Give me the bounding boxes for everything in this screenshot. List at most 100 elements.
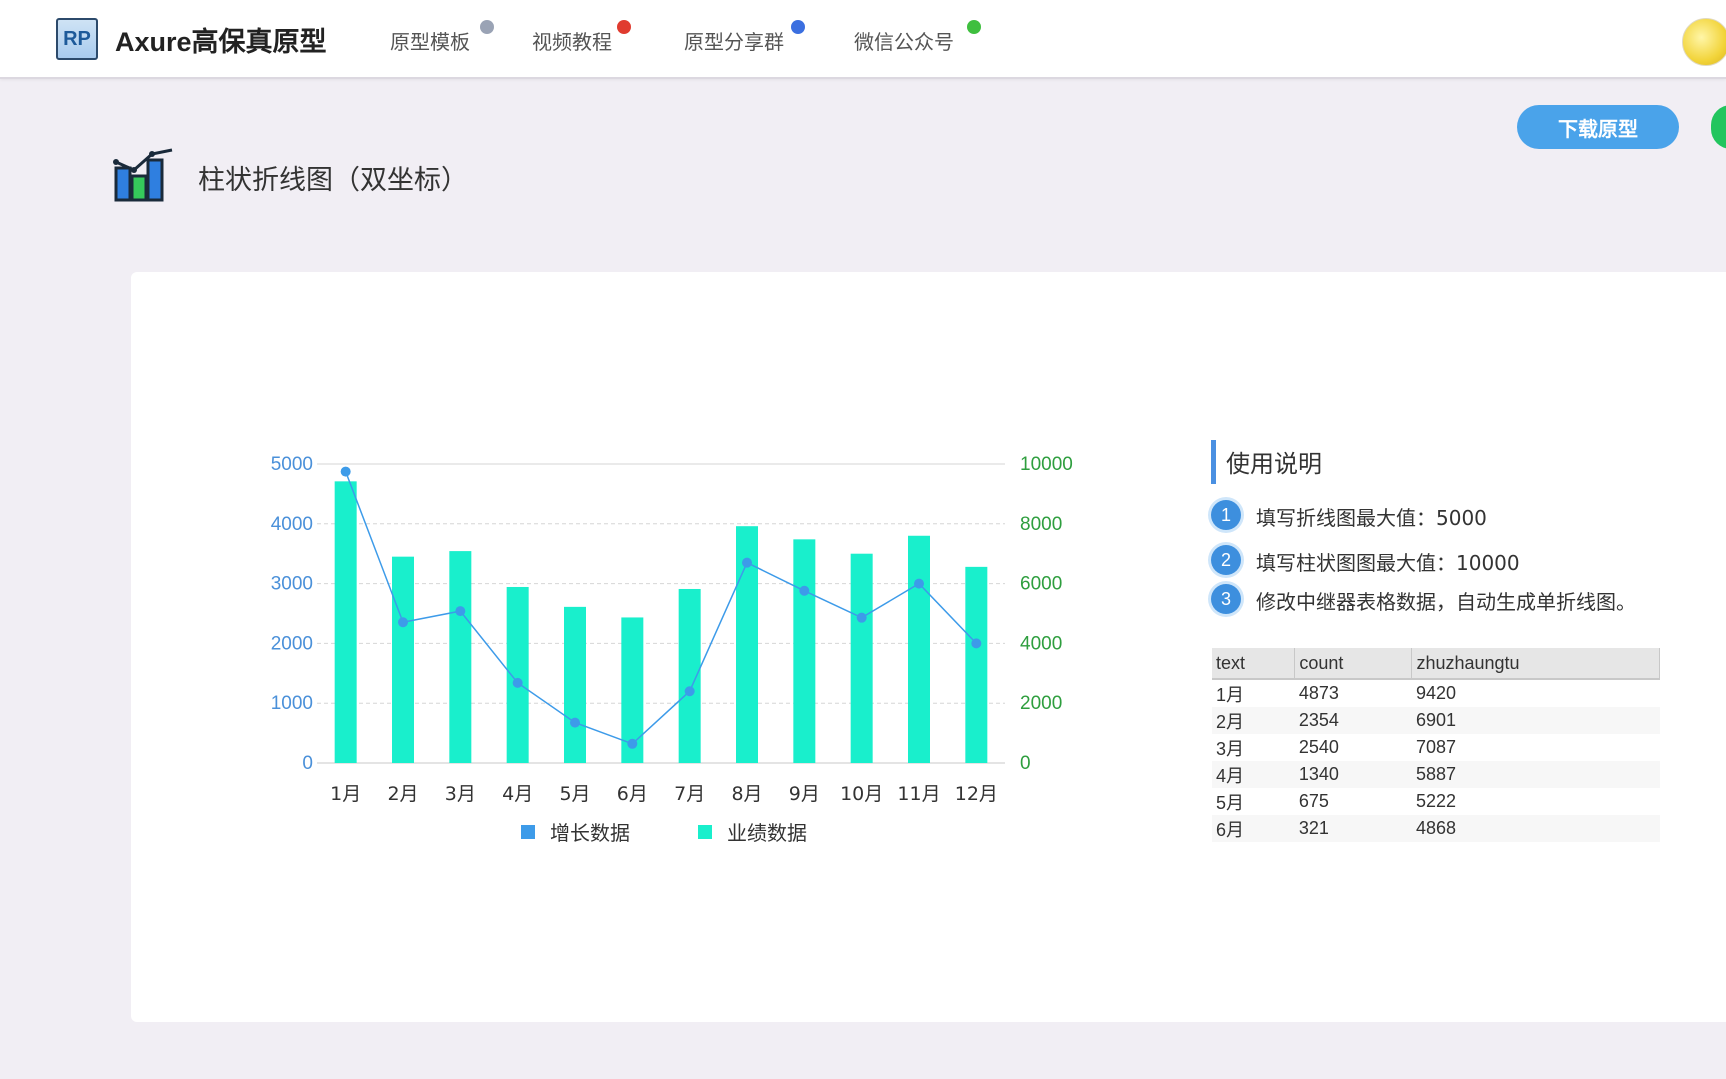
table-row[interactable]: 1月 4873 9420	[1212, 679, 1660, 707]
bar	[621, 617, 644, 763]
y-left-tick-label: 1000	[271, 693, 313, 714]
bar-line-chart-icon	[113, 148, 173, 202]
step-text: 填写折线图最大值：5000	[1256, 506, 1487, 530]
table-row[interactable]: 4月 1340 5887	[1212, 761, 1660, 788]
repeater-data-table[interactable]: text count zhuzhaungtu 1月 4873 9420 2月 2…	[1212, 648, 1660, 842]
x-tick-label: 5月	[559, 783, 590, 805]
table-cell[interactable]: 1340	[1294, 761, 1412, 788]
user-avatar[interactable]	[1682, 18, 1726, 66]
ghost-icon	[480, 20, 494, 34]
y-right-tick-label: 6000	[1020, 574, 1062, 595]
table-cell[interactable]: 5887	[1411, 761, 1660, 788]
table-cell[interactable]: 321	[1294, 815, 1412, 842]
table-cell[interactable]: 6901	[1411, 707, 1660, 734]
bar	[965, 566, 988, 763]
x-tick-label: 3月	[445, 783, 476, 805]
x-tick-label: 1月	[330, 783, 361, 805]
x-tick-label: 2月	[387, 783, 418, 805]
y-right-tick-label: 2000	[1020, 693, 1062, 714]
nav-label: 原型模板	[390, 30, 470, 54]
bar	[334, 481, 357, 763]
x-tick-label: 4月	[502, 783, 533, 805]
table-cell[interactable]: 2354	[1294, 707, 1412, 734]
table-cell[interactable]: 4月	[1212, 761, 1295, 788]
bar	[678, 588, 701, 763]
line-point	[512, 677, 523, 688]
y-right-tick-label: 8000	[1020, 514, 1062, 535]
y-left-tick-label: 5000	[271, 454, 313, 475]
app-title[interactable]: Axure高保真原型	[115, 27, 327, 57]
x-tick-label: 12月	[955, 783, 998, 805]
table-row[interactable]: 2月 2354 6901	[1212, 707, 1660, 734]
rp-logo[interactable]: RP	[56, 18, 98, 60]
step-text: 填写柱状图图最大值：10000	[1256, 551, 1520, 575]
nav-item-video-tutorials[interactable]: 视频教程	[532, 20, 631, 55]
line-point	[856, 612, 867, 623]
x-tick-label: 7月	[674, 783, 705, 805]
y-left-tick-label: 4000	[271, 514, 313, 535]
usage-title: 使用说明	[1226, 450, 1322, 478]
table-cell[interactable]: 3月	[1216, 738, 1245, 759]
bar	[564, 606, 586, 763]
bar	[392, 556, 414, 763]
y-left-tick-label: 3000	[271, 574, 313, 595]
line-point	[627, 738, 638, 749]
bar	[506, 586, 529, 763]
table-cell[interactable]: 1月	[1216, 684, 1245, 705]
y-left-tick-label: 0	[302, 753, 313, 774]
y-right-tick-label: 0	[1020, 753, 1031, 774]
nav-label: 视频教程	[532, 30, 612, 54]
step-number-badge: 2	[1211, 545, 1241, 575]
table-cell[interactable]: 6月	[1212, 815, 1295, 842]
bar	[793, 539, 816, 763]
y-left-tick-label: 2000	[271, 633, 313, 654]
column-header-zhuzhaungtu[interactable]: zhuzhaungtu	[1411, 648, 1660, 680]
column-header-count[interactable]: count	[1294, 648, 1413, 680]
green-action-button[interactable]	[1711, 105, 1726, 149]
y-right-tick-label: 4000	[1020, 633, 1062, 654]
y-right-tick-label: 10000	[1020, 454, 1073, 475]
line-series	[344, 471, 977, 745]
step-number-badge: 3	[1211, 584, 1241, 614]
usage-title-accent	[1211, 440, 1216, 484]
table-cell[interactable]: 2540	[1298, 737, 1339, 757]
nav-label: 原型分享群	[684, 30, 784, 54]
table-row[interactable]: 3月 2540 7087	[1212, 734, 1660, 761]
nav-item-wechat-account[interactable]: 微信公众号	[854, 20, 981, 55]
wechat-icon	[967, 20, 981, 34]
x-tick-label: 9月	[789, 783, 820, 805]
line-point	[971, 638, 982, 649]
table-cell[interactable]: 9420	[1415, 683, 1456, 703]
x-tick-label: 10月	[840, 783, 883, 805]
nav-item-prototype-templates[interactable]: 原型模板	[390, 20, 494, 55]
x-tick-label: 11月	[897, 783, 940, 805]
legend-swatch-line	[521, 825, 535, 839]
table-cell[interactable]: 4868	[1411, 815, 1660, 842]
table-cell[interactable]: 4873	[1298, 683, 1339, 703]
bar	[449, 551, 472, 763]
line-point	[455, 606, 466, 617]
bar	[736, 526, 758, 763]
table-cell[interactable]: 2月	[1212, 707, 1295, 734]
bar	[908, 535, 930, 763]
table-cell[interactable]: 5月	[1216, 792, 1245, 813]
line-point	[742, 557, 752, 568]
nav-label: 微信公众号	[854, 30, 954, 54]
line-point	[914, 578, 924, 589]
table-cell[interactable]: 5222	[1415, 791, 1456, 811]
download-prototype-button[interactable]: 下载原型	[1517, 105, 1679, 149]
table-cell[interactable]: 7087	[1415, 737, 1456, 757]
x-tick-label: 8月	[731, 783, 762, 805]
top-navigation-bar: RP Axure高保真原型 原型模板 视频教程 原型分享群 微信公众号	[0, 0, 1726, 79]
nav-item-prototype-share-group[interactable]: 原型分享群	[684, 20, 805, 55]
line-point	[799, 585, 810, 596]
legend-label: 增长数据	[550, 821, 630, 845]
table-header-row: text count zhuzhaungtu	[1212, 648, 1660, 680]
table-cell[interactable]: 675	[1298, 791, 1329, 811]
table-row[interactable]: 6月 321 4868	[1212, 815, 1660, 842]
paper-plane-icon	[791, 20, 805, 34]
bar	[850, 553, 873, 763]
table-row[interactable]: 5月 675 5222	[1212, 788, 1660, 815]
column-header-text[interactable]: text	[1212, 648, 1296, 680]
